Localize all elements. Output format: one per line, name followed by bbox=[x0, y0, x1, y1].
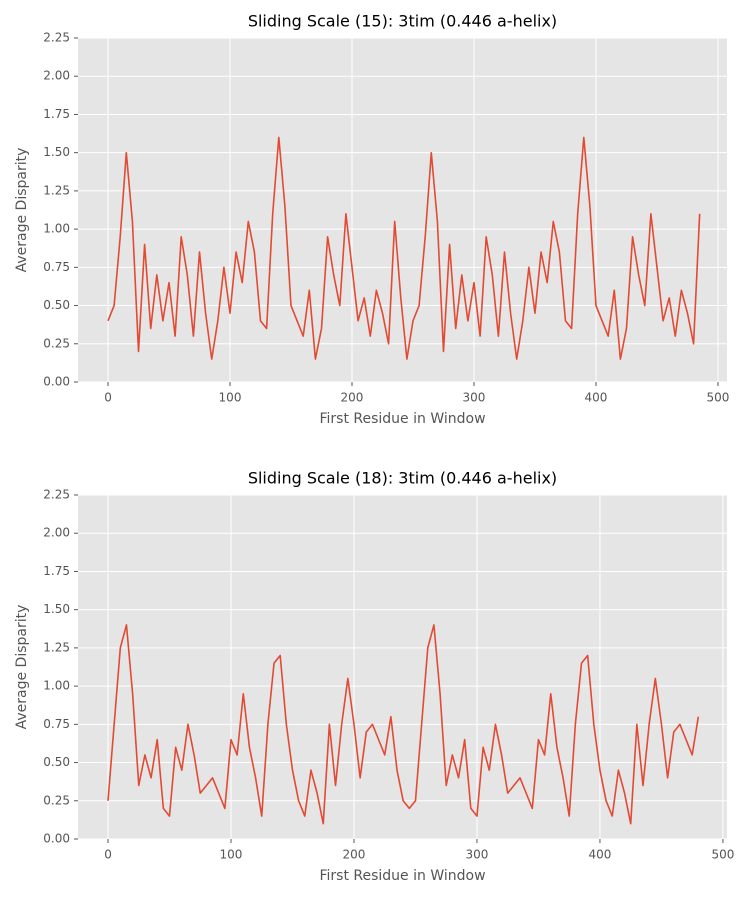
x-tick-label: 300 bbox=[463, 391, 486, 405]
chart-title: Sliding Scale (15): 3tim (0.446 a-helix) bbox=[248, 12, 557, 31]
data-line bbox=[107, 624, 700, 825]
x-tick-label: 400 bbox=[589, 848, 612, 862]
y-tick-label: 0.50 bbox=[43, 755, 70, 769]
data-line bbox=[107, 136, 701, 360]
x-axis-label: First Residue in Window bbox=[319, 411, 485, 427]
y-tick-label: 1.00 bbox=[43, 679, 70, 693]
y-tick-label: 1.75 bbox=[43, 564, 70, 578]
x-tick-label: 300 bbox=[466, 848, 489, 862]
y-tick-label: 0.00 bbox=[43, 832, 70, 846]
plot-background bbox=[78, 38, 727, 382]
y-tick-label: 0.50 bbox=[43, 298, 70, 312]
y-tick-label: 0.75 bbox=[43, 260, 70, 274]
y-tick-label: 1.25 bbox=[43, 640, 70, 654]
y-tick-label: 1.50 bbox=[43, 145, 70, 159]
x-tick-label: 100 bbox=[219, 391, 242, 405]
subplot: 0.00 0.25 0.50 0.75 1.00 1.25 1.50 1.75 2.00 2.25… bbox=[14, 469, 734, 885]
y-tick-label: 1.25 bbox=[43, 183, 70, 197]
y-tick-label: 1.75 bbox=[43, 107, 70, 121]
y-axis-label: Average Disparity bbox=[14, 148, 30, 273]
y-tick-label: 1.50 bbox=[43, 602, 70, 616]
x-tick-label: 0 bbox=[104, 391, 112, 405]
plot-background bbox=[78, 495, 727, 839]
y-tick-label: 0.25 bbox=[43, 793, 70, 807]
y-tick-label: 2.25 bbox=[43, 31, 70, 45]
y-tick-label: 1.00 bbox=[43, 222, 70, 236]
y-tick-label: 2.25 bbox=[43, 488, 70, 502]
y-tick-label: 0.25 bbox=[43, 336, 70, 350]
x-tick-label: 0 bbox=[104, 848, 112, 862]
chart-title: Sliding Scale (18): 3tim (0.446 a-helix) bbox=[248, 469, 557, 488]
x-tick-label: 500 bbox=[707, 391, 730, 405]
y-tick-label: 0.75 bbox=[43, 717, 70, 731]
x-axis-label: First Residue in Window bbox=[319, 868, 485, 884]
x-tick-label: 100 bbox=[220, 848, 243, 862]
y-tick-label: 2.00 bbox=[43, 69, 70, 83]
subplot: 0.00 0.25 0.50 0.75 1.00 1.25 1.50 1.75 2.00 2.25… bbox=[14, 12, 729, 428]
x-tick-label: 200 bbox=[341, 391, 364, 405]
x-tick-label: 200 bbox=[343, 848, 366, 862]
x-tick-label: 400 bbox=[585, 391, 608, 405]
y-axis-label: Average Disparity bbox=[14, 605, 30, 730]
x-tick-label: 500 bbox=[711, 848, 734, 862]
y-tick-label: 0.00 bbox=[43, 375, 70, 389]
y-tick-label: 2.00 bbox=[43, 526, 70, 540]
